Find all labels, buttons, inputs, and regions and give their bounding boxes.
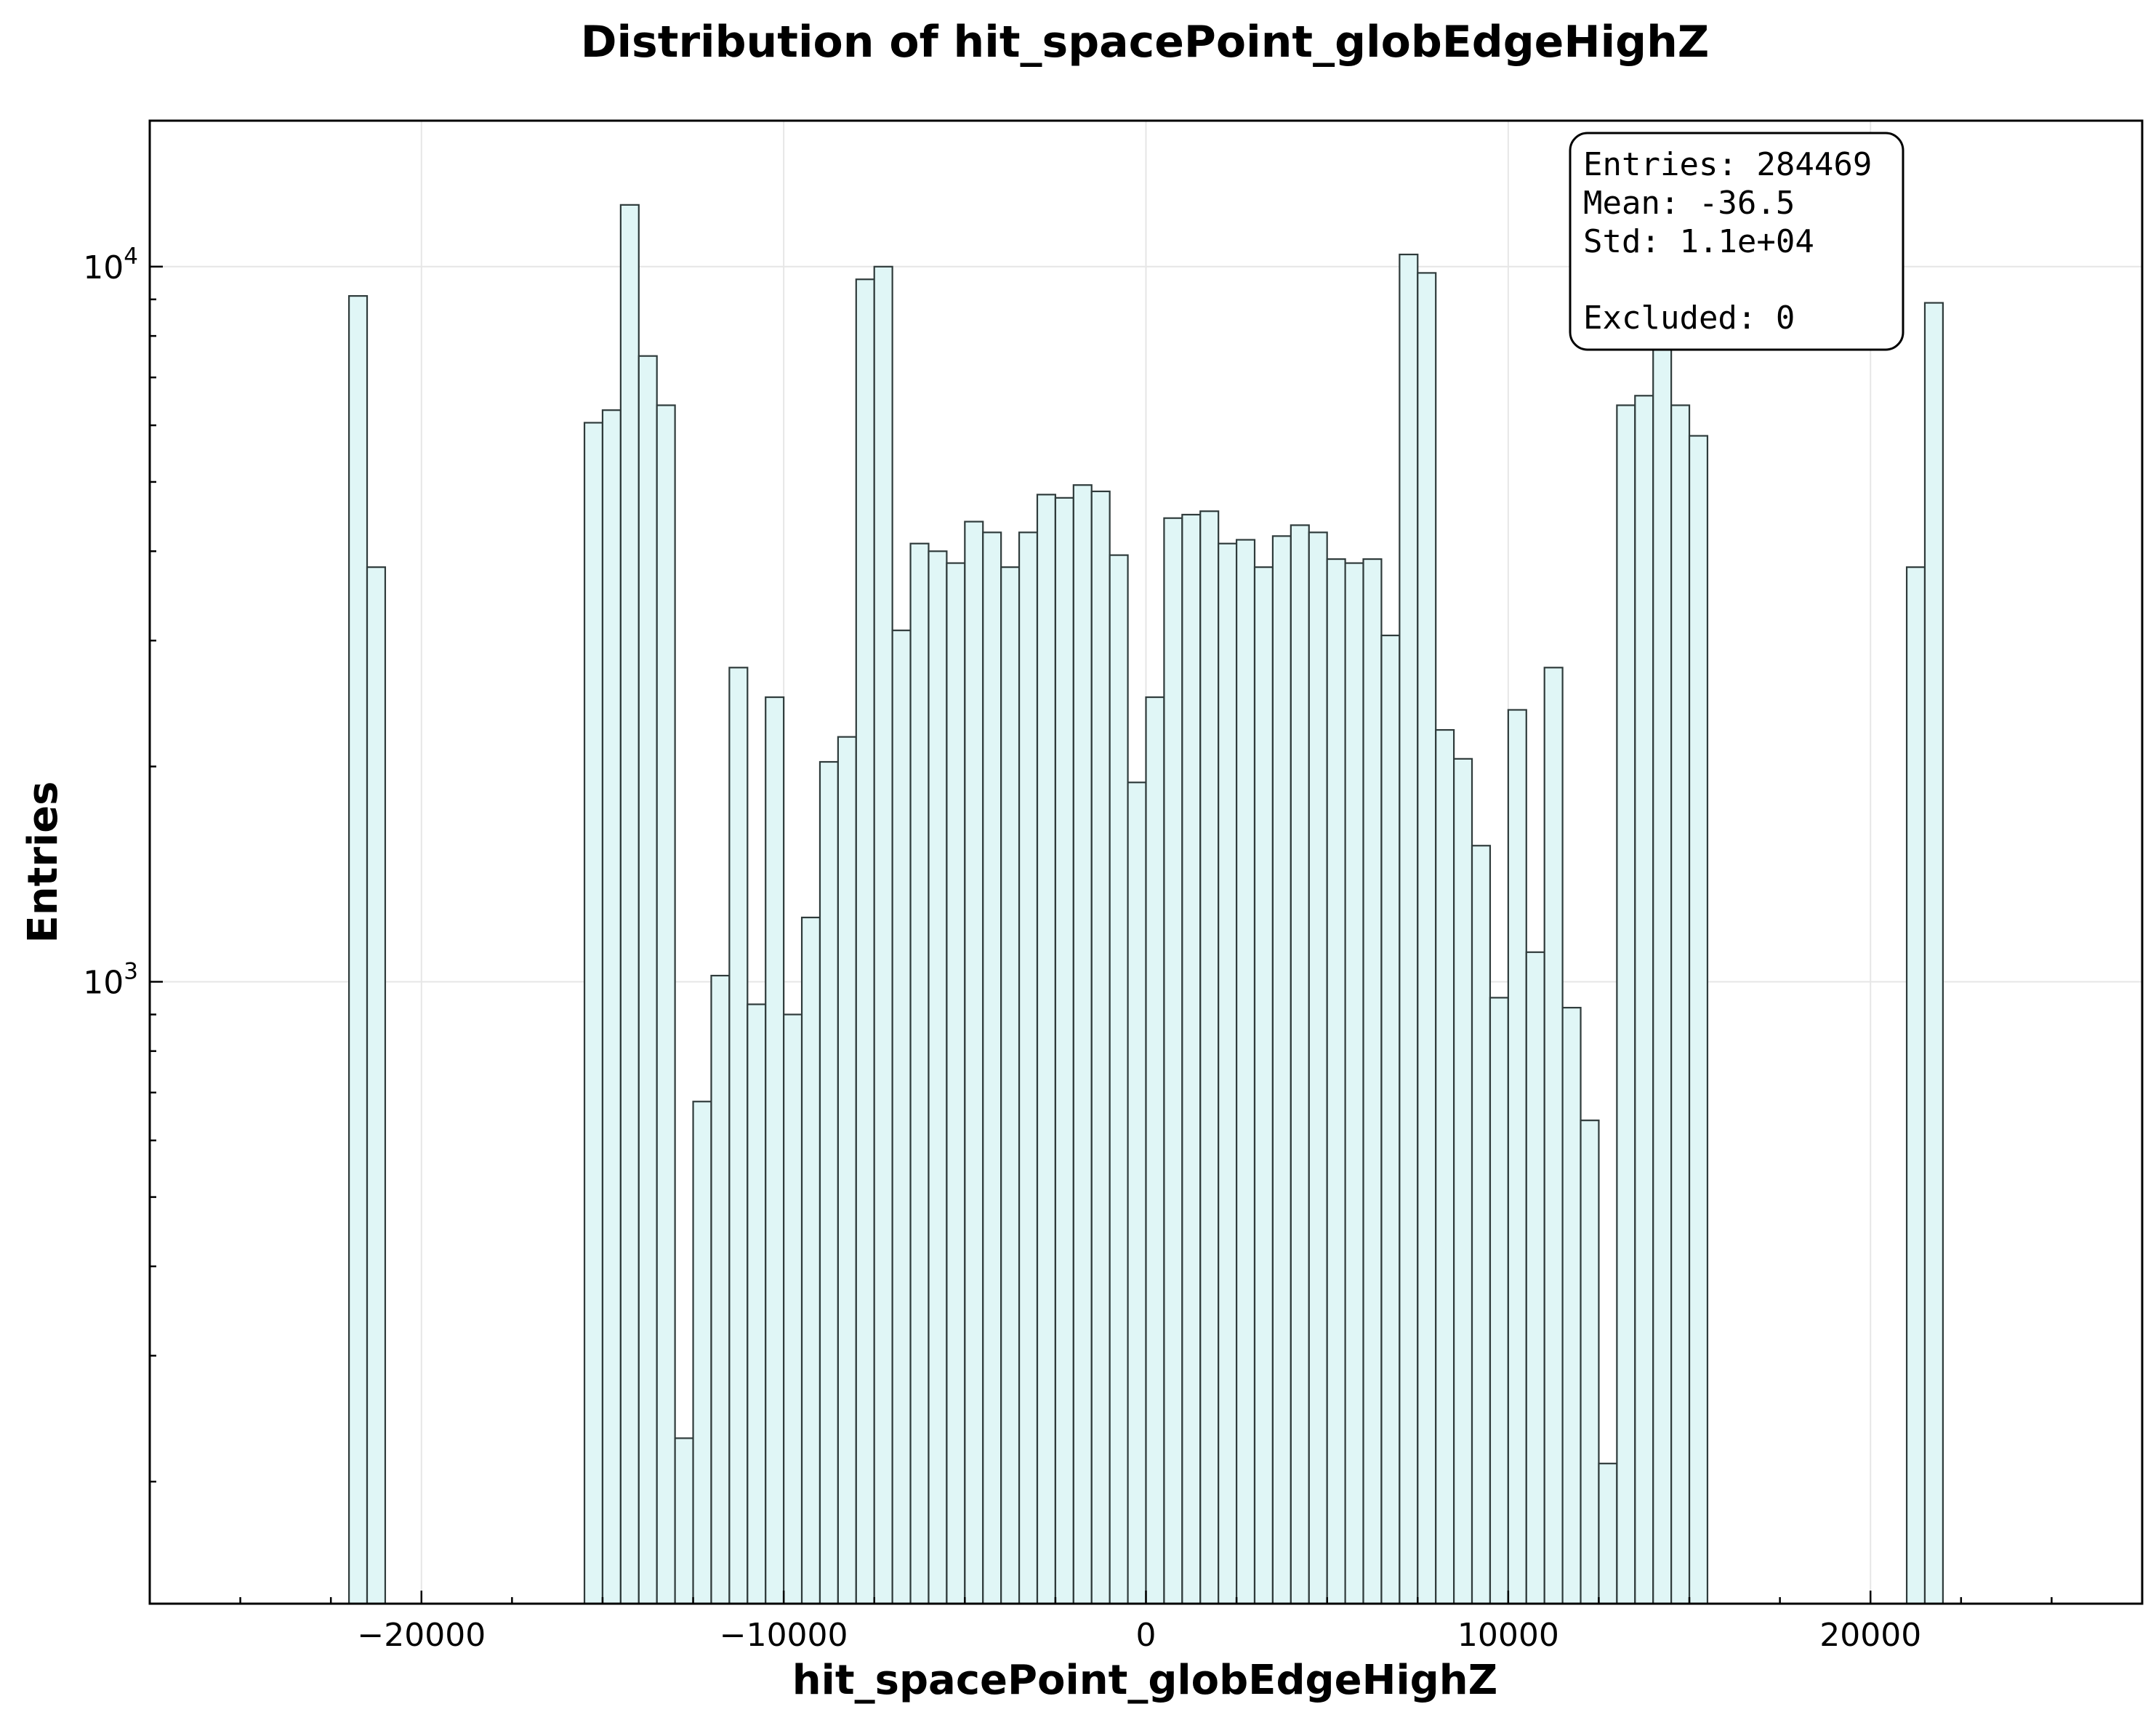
histogram-bar bbox=[909, 542, 930, 1605]
histogram-bar bbox=[1271, 535, 1292, 1605]
histogram-bar bbox=[1435, 728, 1455, 1605]
histogram-bar bbox=[1072, 484, 1093, 1605]
histogram-bar bbox=[637, 355, 658, 1605]
histogram-bar bbox=[1399, 253, 1419, 1605]
histogram-bar bbox=[1362, 558, 1383, 1605]
histogram-bar bbox=[728, 667, 749, 1605]
histogram-bar bbox=[1652, 316, 1673, 1605]
histogram-bar bbox=[1598, 1463, 1618, 1605]
histogram-bar bbox=[1489, 997, 1509, 1605]
histogram-bar bbox=[692, 1101, 712, 1605]
histogram-bar bbox=[619, 204, 640, 1605]
histogram-bar bbox=[1036, 494, 1057, 1605]
histogram-bar bbox=[1326, 558, 1346, 1605]
histogram-bar bbox=[1525, 951, 1545, 1605]
histogram-bar bbox=[674, 1437, 694, 1605]
histogram-bar bbox=[1308, 531, 1328, 1605]
histogram-bar bbox=[964, 521, 984, 1605]
histogram-bar bbox=[1670, 404, 1691, 1605]
histogram-bar bbox=[1344, 562, 1364, 1605]
histogram-bar bbox=[747, 1003, 767, 1605]
stats-excluded: Excluded: 0 bbox=[1583, 300, 1795, 337]
histogram-bar bbox=[366, 566, 387, 1605]
plot-frame bbox=[148, 119, 2144, 1605]
histogram-bar bbox=[1018, 531, 1039, 1605]
histogram-bar bbox=[1290, 524, 1310, 1605]
histogram-bar bbox=[1380, 634, 1401, 1605]
x-axis-label: hit_spacePoint_globEdgeHighZ bbox=[792, 1657, 1497, 1704]
histogram-bar bbox=[1090, 490, 1111, 1605]
y-axis-label: Entries bbox=[20, 781, 67, 943]
y-tick-label: 104 bbox=[83, 244, 138, 286]
histogram-bar bbox=[891, 630, 912, 1605]
histogram-bar bbox=[873, 265, 893, 1605]
histogram-bar bbox=[1000, 566, 1021, 1605]
histogram-bar bbox=[1905, 566, 1926, 1605]
histogram-bar bbox=[1054, 497, 1074, 1605]
stats-box-frame bbox=[1569, 132, 1904, 351]
histogram-bar bbox=[656, 404, 676, 1605]
x-tick-label: −10000 bbox=[720, 1617, 848, 1654]
histogram-bar bbox=[1561, 1007, 1582, 1605]
histogram-bar bbox=[1923, 302, 1944, 1605]
histogram-bar bbox=[1218, 542, 1238, 1605]
histogram-bar bbox=[855, 278, 875, 1605]
histogram-bar bbox=[1253, 566, 1274, 1605]
x-tick-label: 0 bbox=[1136, 1617, 1157, 1654]
histogram-bar bbox=[1471, 845, 1492, 1605]
histogram-bar bbox=[1580, 1120, 1600, 1605]
histogram-bar bbox=[1127, 781, 1147, 1605]
histogram-bar bbox=[982, 531, 1002, 1605]
histogram-bar bbox=[1235, 539, 1256, 1605]
histogram-bar bbox=[1688, 435, 1709, 1605]
histogram-bar bbox=[783, 1013, 803, 1605]
histogram-bar bbox=[1616, 404, 1636, 1605]
x-tick-label: −20000 bbox=[357, 1617, 486, 1654]
histogram-bar bbox=[601, 409, 622, 1605]
histogram-bar bbox=[1543, 667, 1564, 1605]
histogram-bar bbox=[1145, 696, 1165, 1605]
histogram-bar bbox=[583, 422, 604, 1605]
histogram-bar bbox=[1417, 272, 1437, 1605]
x-tick-label: 10000 bbox=[1457, 1617, 1559, 1654]
histogram-bar bbox=[1109, 554, 1129, 1605]
chart-title: Distribution of hit_spacePoint_globEdgeH… bbox=[581, 17, 1710, 68]
histogram-bar bbox=[837, 736, 857, 1605]
histogram-bar bbox=[800, 916, 821, 1605]
histogram-bar bbox=[710, 974, 731, 1605]
stats-entries: Entries: 284469 bbox=[1583, 146, 1872, 183]
axis-ticks: −20000 −10000 0 10000 20000 103 104 bbox=[83, 244, 2053, 1654]
histogram-bar bbox=[1199, 510, 1220, 1605]
histogram-bar bbox=[1163, 517, 1183, 1605]
histogram-bar bbox=[928, 550, 948, 1605]
histogram-bar bbox=[1507, 709, 1527, 1605]
histogram-bar bbox=[1181, 513, 1202, 1605]
x-tick-label: 20000 bbox=[1819, 1617, 1921, 1654]
histogram-bar bbox=[818, 760, 839, 1605]
y-tick-label: 103 bbox=[83, 959, 138, 1002]
histogram-bar bbox=[765, 696, 785, 1605]
stats-mean: Mean: -36.5 bbox=[1583, 185, 1795, 222]
stats-box: Entries: 284469 Mean: -36.5 Std: 1.1e+04… bbox=[1569, 132, 1904, 351]
histogram-bar bbox=[946, 562, 966, 1605]
histogram-bar bbox=[1634, 395, 1654, 1605]
histogram-bar bbox=[1453, 757, 1473, 1605]
stats-std: Std: 1.1e+04 bbox=[1583, 223, 1814, 260]
histogram-bar bbox=[348, 294, 369, 1605]
